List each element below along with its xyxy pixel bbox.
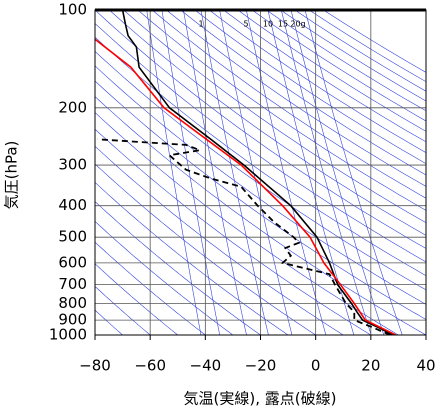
mixing-ratio-label: 15 (278, 20, 288, 29)
dry-adiabat (66, 10, 436, 335)
y-tick-label: 600 (58, 253, 87, 271)
dry-adiabat (166, 10, 436, 335)
dry-adiabat (52, 10, 436, 335)
y-tick-label: 700 (58, 275, 87, 293)
profile-line (95, 39, 396, 335)
x-tick-label: 40 (416, 357, 435, 375)
mixing-ratio-line (162, 10, 220, 335)
y-tick-label: 1000 (49, 326, 87, 344)
dry-adiabat (224, 10, 436, 335)
x-tick-label: −60 (134, 357, 166, 375)
dry-adiabat (238, 10, 436, 335)
dry-adiabat (95, 10, 436, 335)
mixing-ratio-line (246, 10, 326, 335)
x-axis-title: 気温(実線), 露点(破線) (184, 390, 337, 408)
mixing-ratio-line (147, 10, 201, 335)
mixing-ratio-label: 1 (198, 20, 203, 29)
dry-adiabat (309, 10, 436, 335)
mixing-ratio-label: 10 (263, 20, 273, 29)
y-tick-label: 400 (58, 196, 87, 214)
dry-adiabat (138, 10, 436, 335)
y-tick-label: 100 (58, 1, 87, 19)
mixing-ratio-line (220, 10, 292, 335)
dry-adiabat (38, 10, 436, 335)
y-tick-label: 200 (58, 98, 87, 116)
mixing-ratio-label: 5 (243, 20, 248, 29)
mixing-ratio-line (183, 10, 246, 335)
y-tick-label: 500 (58, 228, 87, 246)
profile-line (123, 10, 393, 335)
y-tick-label: 300 (58, 156, 87, 174)
dry-adiabat (0, 10, 316, 335)
dry-adiabat (0, 10, 260, 335)
x-tick-label: 20 (361, 357, 380, 375)
x-tick-label: −20 (245, 357, 277, 375)
y-axis-title: 気圧(hPa) (3, 141, 21, 210)
y-tick-label: 800 (58, 294, 87, 312)
x-tick-label: 0 (311, 357, 321, 375)
dry-adiabat (281, 10, 436, 335)
x-tick-label: −80 (79, 357, 111, 375)
x-tick-label: −40 (190, 357, 222, 375)
mixing-ratio-label: 20g (290, 20, 305, 29)
dry-adiabat (0, 10, 371, 335)
mixing-ratio-line (201, 10, 269, 335)
dry-adiabat (0, 10, 178, 335)
dry-adiabat (81, 10, 436, 335)
